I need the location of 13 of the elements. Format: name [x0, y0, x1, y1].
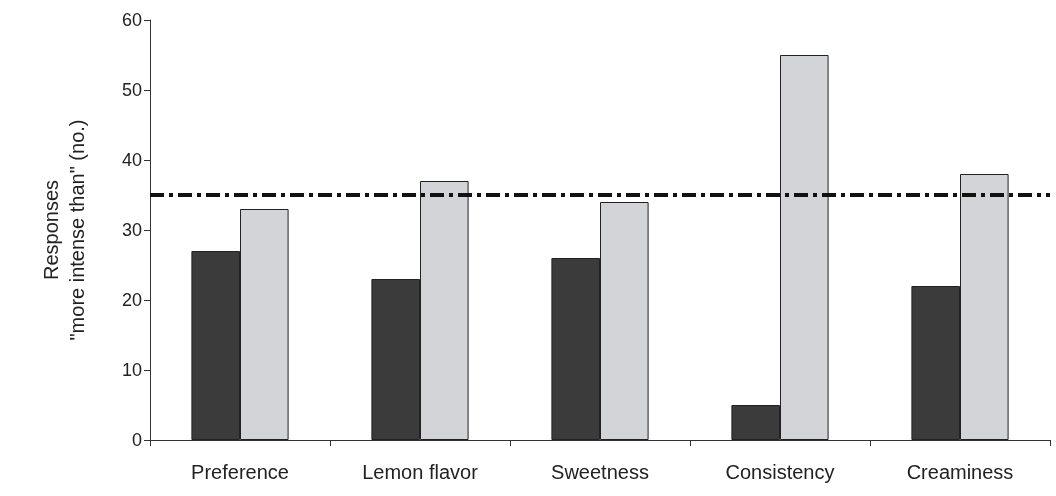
x-tick-label: Consistency — [725, 461, 835, 483]
x-tick-label: Creaminess — [906, 461, 1014, 483]
y-tick-label: 30 — [121, 220, 142, 240]
x-tick-label: Sweetness — [551, 461, 649, 483]
y-axis-title: Responses "more intense than" (no.) — [40, 119, 88, 341]
y-tick-label: 0 — [131, 430, 142, 450]
y-tick-label: 40 — [121, 150, 142, 170]
y-tick-label: 10 — [121, 360, 142, 380]
y-tick-label: 20 — [121, 290, 142, 310]
x-tick-label: Preference — [191, 461, 289, 483]
y-tick-label: 60 — [121, 10, 142, 30]
y-tick-label: 50 — [121, 80, 142, 100]
x-tick-label: Lemon flavor — [362, 461, 479, 483]
